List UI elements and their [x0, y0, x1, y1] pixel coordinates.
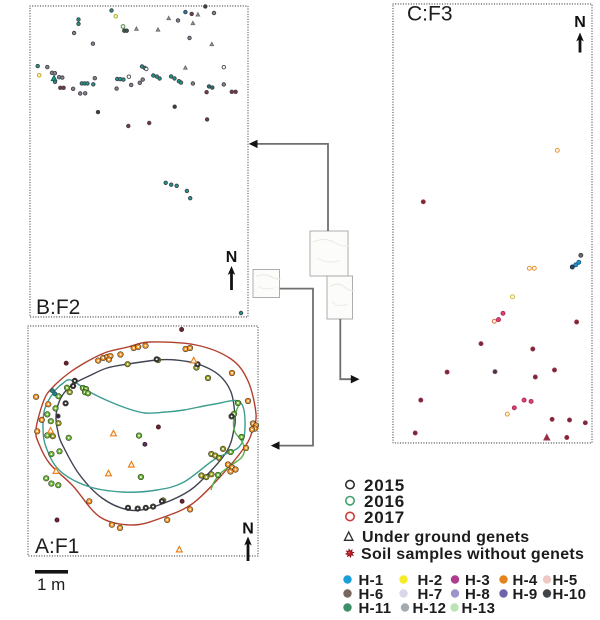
svg-text:B:F2: B:F2	[36, 296, 80, 319]
svg-text:Under ground genets: Under ground genets	[362, 529, 529, 546]
svg-text:H-8: H-8	[465, 586, 490, 603]
svg-text:N: N	[242, 521, 254, 538]
svg-text:H-10: H-10	[553, 586, 587, 603]
svg-text:A:F1: A:F1	[35, 535, 79, 558]
svg-text:H-9: H-9	[513, 586, 538, 603]
svg-text:H-13: H-13	[462, 600, 496, 617]
svg-text:H-1: H-1	[359, 572, 384, 589]
svg-text:2017: 2017	[364, 508, 405, 527]
svg-text:H-3: H-3	[465, 572, 490, 589]
svg-text:H-5: H-5	[553, 572, 578, 589]
svg-text:H-4: H-4	[513, 572, 538, 589]
svg-text:N: N	[226, 249, 238, 266]
svg-text:Soil samples without genets: Soil samples without genets	[361, 546, 584, 563]
svg-text:1 m: 1 m	[37, 575, 65, 594]
svg-text:H-11: H-11	[359, 600, 392, 617]
svg-text:2015: 2015	[364, 476, 405, 495]
svg-text:H-7: H-7	[418, 586, 443, 603]
svg-text:H-2: H-2	[418, 572, 443, 589]
svg-text:H-6: H-6	[359, 586, 384, 603]
svg-text:H-12: H-12	[413, 600, 447, 617]
svg-text:2016: 2016	[364, 492, 405, 511]
svg-text:N: N	[574, 14, 586, 31]
svg-text:C:F3: C:F3	[407, 3, 453, 26]
